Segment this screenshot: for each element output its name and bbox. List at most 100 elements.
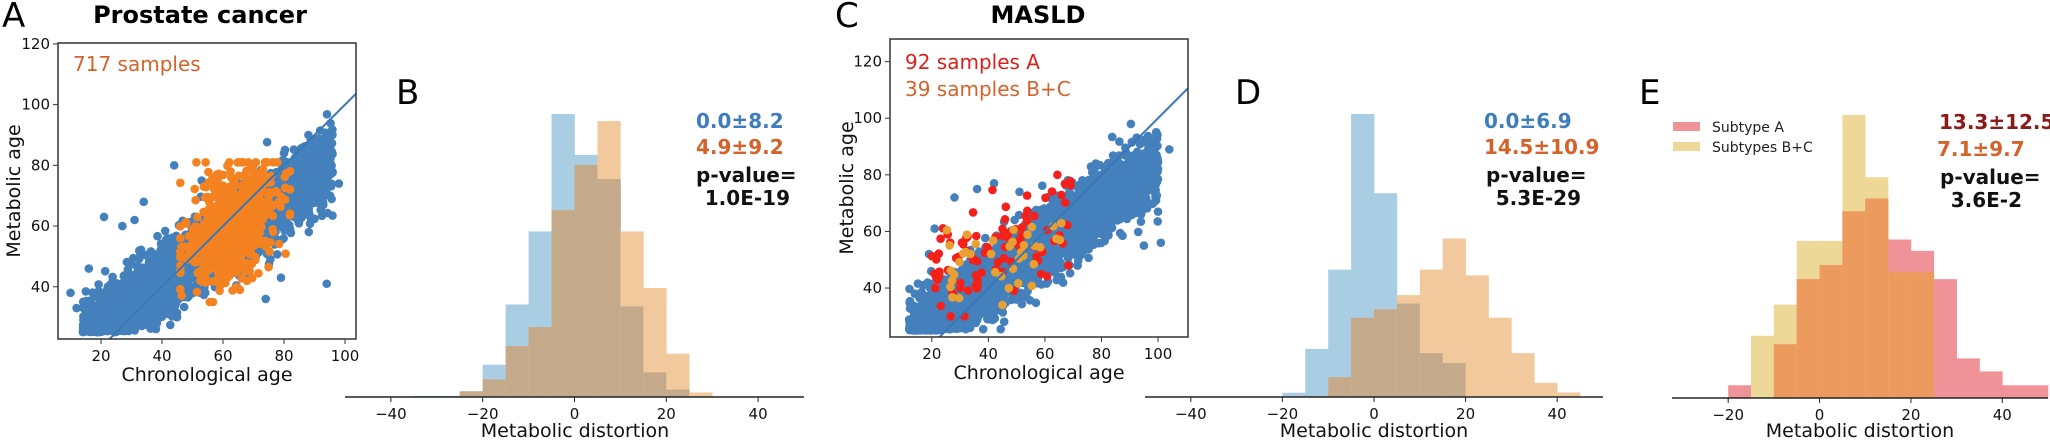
scatter-point xyxy=(166,320,175,330)
scatter-point xyxy=(265,247,274,256)
y-axis-label-a: Metabolic age xyxy=(3,124,25,257)
sample-count-note: 717 samples xyxy=(73,52,201,76)
scatter-point xyxy=(248,229,258,238)
scatter-point xyxy=(301,171,311,180)
scatter-point xyxy=(276,273,286,282)
scatter-point xyxy=(131,270,140,279)
scatter-point xyxy=(256,203,265,213)
y-tick-label: 40 xyxy=(31,278,50,296)
scatter-point xyxy=(186,269,195,279)
scatter-point xyxy=(289,145,299,154)
scatter-point xyxy=(316,139,325,149)
scatter-point xyxy=(88,288,97,297)
histogram-bar-prostate-cancer xyxy=(689,392,713,397)
scatter-point xyxy=(321,190,331,200)
scatter-point xyxy=(103,282,113,292)
scatter-point xyxy=(209,263,219,273)
scatter-point xyxy=(141,288,151,298)
scatter-point xyxy=(317,211,327,221)
scatter-point xyxy=(84,264,94,273)
scatter-point xyxy=(293,203,303,212)
histogram-bar-prostate-cancer xyxy=(666,353,690,397)
scatter-point xyxy=(250,252,260,261)
scatter-point xyxy=(177,291,186,300)
panel-letter-c: C xyxy=(835,0,859,36)
scatter-point xyxy=(322,110,332,119)
scatter-point xyxy=(176,222,185,231)
scatter-point xyxy=(207,174,217,183)
scatter-point xyxy=(119,271,129,281)
scatter-point xyxy=(227,173,236,182)
panel-letter-a: A xyxy=(2,0,25,36)
scatter-point xyxy=(236,158,246,167)
panel-a: A Prostate cancer 20 40 60 80 10040608010012… xyxy=(2,0,359,386)
scatter-point xyxy=(280,172,290,182)
scatter-point xyxy=(199,207,208,217)
scatter-point xyxy=(209,246,218,255)
scatter-point xyxy=(254,234,263,244)
scatter-point xyxy=(273,158,282,167)
scatter-point xyxy=(127,259,136,269)
scatter-point xyxy=(118,221,127,231)
scatter-point xyxy=(326,129,336,138)
scatter-point xyxy=(131,283,141,292)
scatter-point xyxy=(252,211,262,221)
scatter-point xyxy=(334,179,344,188)
scatter-point xyxy=(103,313,113,323)
scatter-point xyxy=(91,315,100,325)
scatter-point xyxy=(326,164,336,174)
scatter-point xyxy=(279,148,289,158)
scatter-point xyxy=(200,273,210,282)
scatter-point xyxy=(298,164,307,173)
scatter-point xyxy=(317,168,327,178)
scatter-point xyxy=(978,324,988,334)
histogram-bar-overlap xyxy=(459,391,483,397)
scatter-point xyxy=(221,268,230,278)
scatter-point xyxy=(328,211,337,220)
scatter-point xyxy=(201,182,211,192)
scatter-point xyxy=(262,137,272,147)
panel-b: B −40 −20 0 20 40 0.0±8.2 4.9±9.2 p-value= 1… xyxy=(345,73,804,442)
scatter-point xyxy=(280,195,290,204)
scatter-point xyxy=(297,213,306,223)
scatter-point xyxy=(147,278,156,288)
scatter-point xyxy=(94,280,103,289)
scatter-point xyxy=(1135,139,1145,149)
scatter-point xyxy=(144,313,154,322)
x-tick-label: 60 xyxy=(213,347,232,365)
scatter-point xyxy=(105,295,115,304)
scatter-point xyxy=(242,166,251,176)
scatter-point xyxy=(201,261,210,271)
scatter-point xyxy=(154,300,164,310)
scatter-point xyxy=(279,217,289,227)
scatter-point xyxy=(236,190,245,199)
scatter-point xyxy=(193,212,202,222)
stat-case-b: 4.9±9.2 xyxy=(696,135,784,159)
scatter-point xyxy=(176,284,185,294)
scatter-point xyxy=(192,287,202,297)
scatter-point xyxy=(190,184,199,194)
scatter-point xyxy=(188,225,198,234)
scatter-point xyxy=(124,303,134,312)
scatter-point xyxy=(198,226,208,236)
panel-letter-b: B xyxy=(396,73,419,113)
histogram-bar-overlap xyxy=(666,389,690,397)
series-reference xyxy=(904,119,1174,335)
points-layer xyxy=(904,87,1188,337)
scatter-point xyxy=(220,198,230,207)
x-tick-label: 40 xyxy=(152,347,171,365)
scatter-point xyxy=(134,254,144,264)
stat-reference-b: 0.0±8.2 xyxy=(696,109,784,133)
scatter-point xyxy=(191,240,201,250)
scatter-point xyxy=(266,238,275,247)
histogram-bar-prostate-cancer xyxy=(643,288,667,397)
scatter-point xyxy=(230,244,239,254)
scatter-point xyxy=(213,257,222,266)
scatter-point xyxy=(230,199,240,208)
pvalue-label-b: p-value= xyxy=(696,163,797,187)
scatter-point xyxy=(280,183,290,193)
scatter-point xyxy=(72,303,81,313)
scatter-point xyxy=(204,196,214,205)
scatter-point xyxy=(116,300,125,310)
